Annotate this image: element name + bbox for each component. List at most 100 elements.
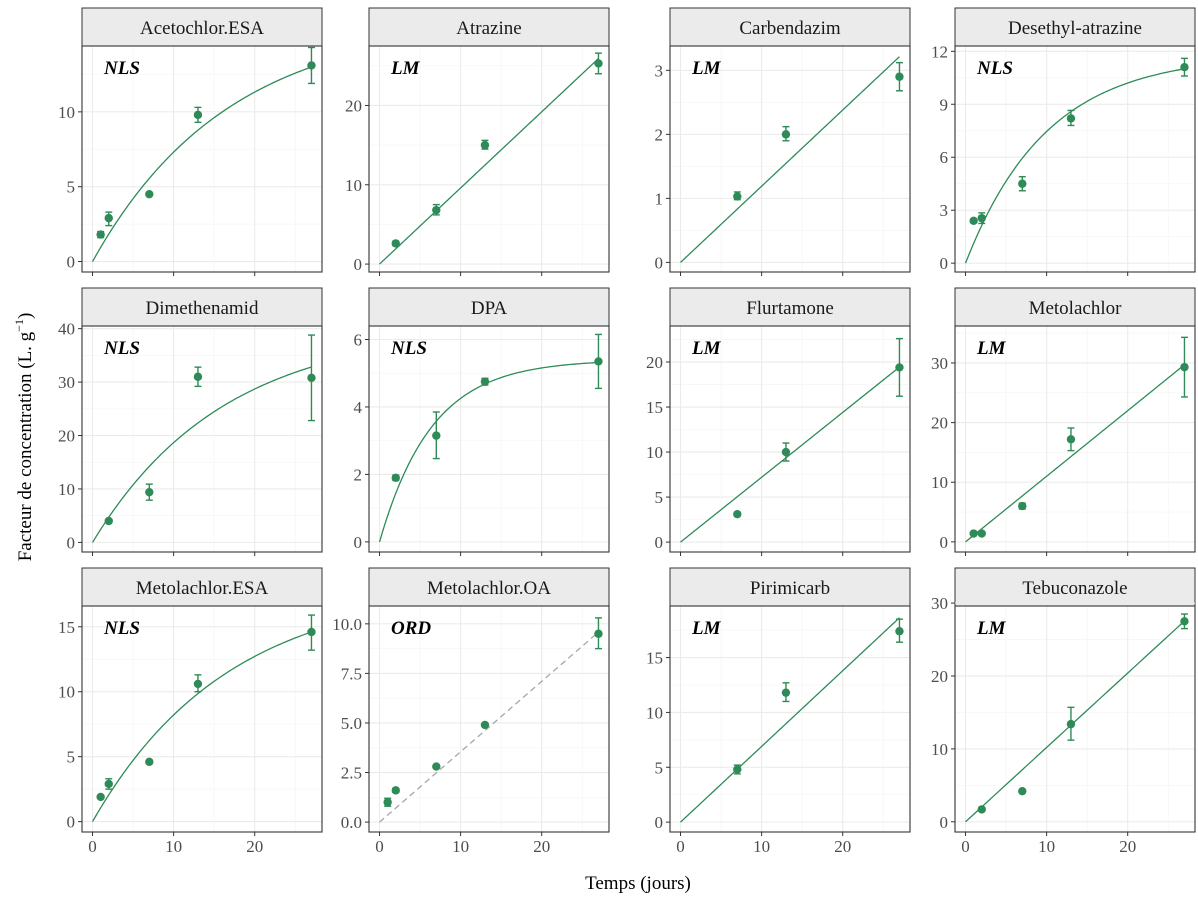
panel-border	[368, 45, 610, 273]
fit-line	[378, 361, 599, 543]
x-tick-label: 10	[1038, 837, 1055, 856]
model-label: LM	[976, 338, 1007, 359]
x-tick-label: 20	[1119, 837, 1136, 856]
model-label: ORD	[391, 618, 431, 639]
data-point	[307, 61, 316, 70]
fit-line	[91, 66, 312, 262]
fit-line	[965, 364, 1185, 543]
facet-strip-label: Carbendazim	[739, 18, 841, 39]
y-tick-label: 10	[931, 473, 948, 492]
model-label: LM	[691, 58, 722, 79]
y-tick-label: 20	[646, 353, 663, 372]
y-tick-label: 1	[655, 189, 664, 208]
facet-panel-2: Carbendazim LM 0 1 2 3	[655, 7, 911, 276]
panel-border	[954, 45, 1196, 273]
x-tick-label: 10	[165, 837, 182, 856]
x-tick-label: 20	[246, 837, 263, 856]
facet-strip	[368, 567, 610, 607]
y-tick-label: 15	[58, 618, 75, 637]
facet-strip-label: Metolachlor.OA	[427, 578, 551, 599]
x-tick-label: 0	[961, 837, 970, 856]
model-label: NLS	[390, 338, 427, 359]
y-tick-label: 40	[58, 320, 75, 339]
fit-line	[965, 620, 1185, 823]
data-point	[1018, 501, 1027, 511]
data-point	[1180, 617, 1189, 626]
y-tick-label: 10.0	[332, 615, 362, 634]
data-point	[480, 140, 490, 150]
y-tick-label: 0	[940, 813, 949, 832]
data-point	[145, 189, 154, 199]
data-point	[895, 627, 904, 636]
y-tick-label: 2.5	[341, 764, 362, 783]
y-tick-label: 10	[345, 176, 362, 195]
data-point	[480, 377, 490, 386]
y-tick-label: 3	[655, 61, 664, 80]
fit-line	[91, 366, 312, 543]
y-tick-label: 2	[354, 465, 363, 484]
facet-panel-7: Metolachlor LM 0 10 20 30	[931, 287, 1196, 556]
facet-strip-label: DPA	[471, 298, 508, 319]
fit-line	[680, 56, 900, 263]
facet-panel-11: Tebuconazole LM 0 10 20 30 0 10 20	[931, 567, 1196, 856]
facet-strip-label: Metolachlor	[1029, 298, 1123, 319]
facet-strip	[954, 7, 1196, 47]
data-point	[145, 487, 154, 497]
y-tick-label: 30	[58, 373, 75, 392]
y-tick-label: 0.0	[341, 813, 362, 832]
data-point	[1018, 179, 1027, 188]
fit-line	[379, 58, 599, 265]
model-label: NLS	[103, 338, 140, 359]
data-point	[96, 230, 105, 239]
data-point	[432, 762, 441, 771]
data-point	[594, 59, 603, 68]
data-point	[733, 509, 742, 519]
y-tick-label: 10	[58, 683, 75, 702]
facet-strip	[81, 7, 323, 47]
x-tick-label: 0	[88, 837, 97, 856]
y-tick-label: 3	[940, 201, 949, 220]
data-point	[1018, 786, 1027, 796]
data-point	[781, 447, 791, 457]
facet-strip	[954, 287, 1196, 327]
data-point	[594, 357, 603, 366]
y-tick-label: 20	[931, 667, 948, 686]
data-point	[307, 627, 316, 637]
data-point	[781, 130, 791, 139]
data-point	[104, 779, 113, 789]
y-tick-label: 6	[940, 148, 949, 167]
y-tick-label: 20	[58, 427, 75, 446]
data-point	[1066, 114, 1076, 123]
facet-strip-label: Atrazine	[456, 18, 521, 39]
y-tick-label: 10	[646, 703, 663, 722]
y-tick-label: 5	[655, 758, 664, 777]
panel-border	[669, 325, 911, 553]
y-tick-label: 10	[58, 103, 75, 122]
facet-strip-label: Metolachlor.ESA	[136, 578, 269, 599]
y-tick-label: 20	[931, 414, 948, 433]
facet-strip-label: Pirimicarb	[750, 578, 830, 599]
fit-line	[379, 631, 599, 823]
y-tick-label: 0	[655, 253, 664, 272]
y-tick-label: 0	[655, 533, 664, 552]
facet-panel-4: Dimethenamid NLS 0 10 20 30 40	[58, 287, 323, 556]
data-point	[104, 213, 113, 223]
data-point	[391, 473, 400, 482]
y-tick-label: 5	[67, 178, 76, 197]
y-tick-label: 10	[931, 740, 948, 759]
facet-panel-1: Atrazine LM 0 10 20	[345, 7, 610, 276]
y-tick-label: 0	[940, 254, 949, 273]
fit-line	[680, 617, 900, 823]
data-point	[977, 213, 986, 223]
data-point	[1066, 719, 1076, 729]
data-point	[594, 629, 603, 638]
facet-panel-9: Metolachlor.OA ORD 0.0 2.5 5.0 7.5 10.0 0 10 20	[332, 567, 610, 856]
facet-strip	[669, 7, 911, 47]
panel-border	[669, 45, 911, 273]
data-point	[1180, 362, 1189, 372]
y-axis-title: Facteur de concentration (L. g−1)	[12, 313, 36, 562]
facet-strip	[81, 287, 323, 327]
facet-strip	[669, 567, 911, 607]
facet-strip-label: Tebuconazole	[1022, 578, 1127, 599]
